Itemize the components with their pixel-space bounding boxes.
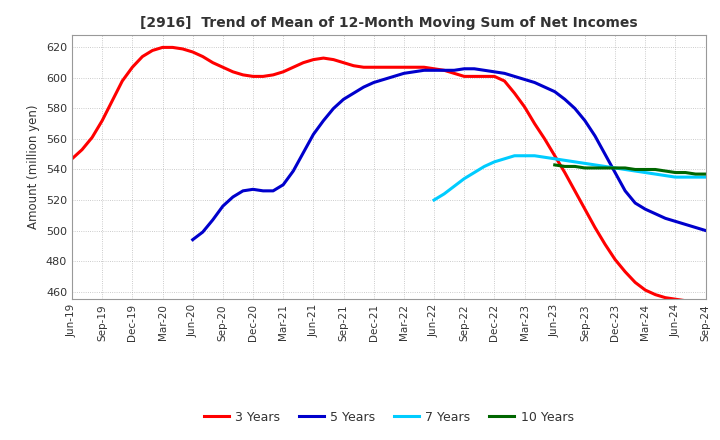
10 Years xyxy=(651,167,660,172)
7 Years xyxy=(701,175,710,180)
3 Years xyxy=(480,74,489,79)
10 Years xyxy=(570,164,579,169)
7 Years xyxy=(641,170,649,175)
3 Years xyxy=(430,66,438,71)
3 Years xyxy=(390,65,398,70)
7 Years xyxy=(521,153,529,158)
7 Years xyxy=(611,165,619,171)
7 Years xyxy=(450,183,459,189)
3 Years xyxy=(158,45,167,50)
10 Years xyxy=(600,165,609,171)
Line: 7 Years: 7 Years xyxy=(434,156,706,200)
10 Years xyxy=(661,169,670,174)
7 Years xyxy=(580,161,589,166)
7 Years xyxy=(510,153,519,158)
7 Years xyxy=(681,175,690,180)
Legend: 3 Years, 5 Years, 7 Years, 10 Years: 3 Years, 5 Years, 7 Years, 10 Years xyxy=(199,406,579,429)
10 Years xyxy=(641,167,649,172)
5 Years xyxy=(189,237,197,242)
10 Years xyxy=(631,167,639,172)
10 Years xyxy=(550,162,559,168)
7 Years xyxy=(470,170,479,175)
10 Years xyxy=(590,165,599,171)
Line: 3 Years: 3 Years xyxy=(72,48,706,304)
10 Years xyxy=(560,164,569,169)
7 Years xyxy=(691,175,700,180)
5 Years xyxy=(510,74,519,79)
7 Years xyxy=(550,156,559,161)
7 Years xyxy=(490,159,499,165)
5 Years xyxy=(701,228,710,233)
10 Years xyxy=(691,172,700,177)
5 Years xyxy=(460,66,469,71)
5 Years xyxy=(430,68,438,73)
7 Years xyxy=(440,191,449,197)
3 Years xyxy=(68,156,76,161)
3 Years xyxy=(339,60,348,65)
10 Years xyxy=(701,172,710,177)
5 Years xyxy=(369,80,378,85)
7 Years xyxy=(541,154,549,160)
7 Years xyxy=(560,158,569,163)
7 Years xyxy=(460,176,469,181)
7 Years xyxy=(651,172,660,177)
7 Years xyxy=(570,159,579,165)
5 Years xyxy=(531,80,539,85)
10 Years xyxy=(611,165,619,171)
7 Years xyxy=(531,153,539,158)
Y-axis label: Amount (million yen): Amount (million yen) xyxy=(27,105,40,229)
Title: [2916]  Trend of Mean of 12-Month Moving Sum of Net Incomes: [2916] Trend of Mean of 12-Month Moving … xyxy=(140,16,638,30)
7 Years xyxy=(631,169,639,174)
10 Years xyxy=(621,165,629,171)
7 Years xyxy=(590,162,599,168)
5 Years xyxy=(228,194,237,200)
Line: 10 Years: 10 Years xyxy=(554,165,706,174)
3 Years xyxy=(701,301,710,306)
7 Years xyxy=(500,156,509,161)
3 Years xyxy=(490,74,499,79)
5 Years xyxy=(671,219,680,224)
10 Years xyxy=(681,170,690,175)
10 Years xyxy=(671,170,680,175)
7 Years xyxy=(430,198,438,203)
7 Years xyxy=(621,167,629,172)
7 Years xyxy=(480,164,489,169)
7 Years xyxy=(600,164,609,169)
Line: 5 Years: 5 Years xyxy=(193,69,706,240)
3 Years xyxy=(148,48,157,53)
10 Years xyxy=(580,165,589,171)
7 Years xyxy=(671,175,680,180)
7 Years xyxy=(661,173,670,178)
